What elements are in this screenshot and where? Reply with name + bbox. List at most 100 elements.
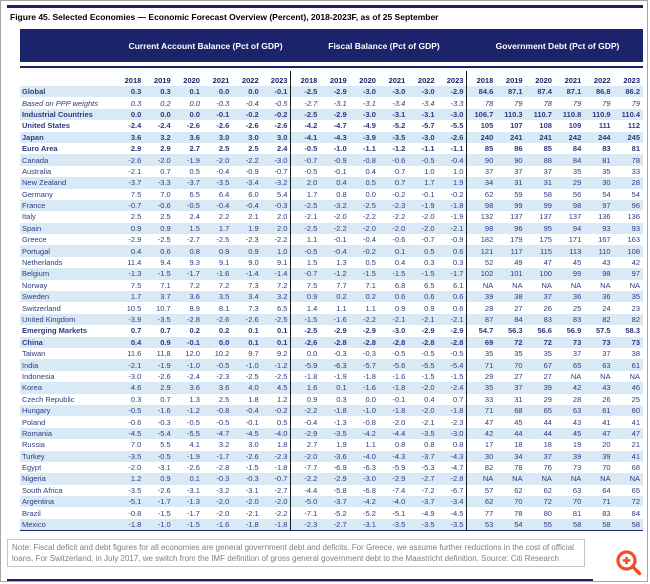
value-cell: 136 [598, 212, 611, 222]
value-cell: 3.0 [218, 132, 230, 142]
value-cell: 7.5 [130, 189, 142, 199]
value-cell: -6.9 [333, 463, 347, 473]
value-cell: -2.0 [216, 497, 230, 507]
value-cell: 179 [510, 235, 523, 245]
value-cell: -1.3 [128, 269, 142, 279]
value-cell: 3.5 [218, 292, 230, 302]
value-cell: 56.9 [566, 326, 582, 336]
value-cell: 132 [466, 211, 497, 223]
value-cell: 33 [466, 393, 497, 405]
country-cell: Japan [22, 132, 44, 142]
value-cell: 84 [631, 508, 640, 518]
value-cell: 28 [572, 394, 582, 404]
value-cell: -2.0 [421, 223, 435, 233]
value-cell: 9.1 [218, 258, 230, 268]
value-cell: -2.0 [157, 155, 171, 165]
country-cell: China [22, 337, 43, 347]
value-cell: -2.3 [216, 371, 230, 381]
value-cell: 58 [543, 189, 552, 199]
group-header-government-debt: Government Debt (Pct of GDP) [495, 40, 620, 51]
value-cell: 2.1 [248, 212, 259, 222]
value-cell: -1.7 [450, 269, 464, 279]
value-cell: -1.4 [274, 269, 288, 279]
zoom-in-button[interactable] [613, 547, 645, 579]
value-cell: 60 [631, 406, 640, 416]
value-cell: 0.1 [394, 246, 406, 256]
value-cell: 0.9 [218, 246, 230, 256]
value-cell: 7.3 [248, 303, 259, 313]
value-cell: -5.2 [392, 121, 406, 131]
value-cell: -3.0 [421, 132, 435, 142]
value-cell: -0.2 [274, 109, 288, 119]
value-cell: 98 [466, 222, 497, 235]
value-cell: 7.5 [130, 280, 142, 290]
group-header-fiscal-balance: Fiscal Balance (Pct of GDP) [328, 40, 440, 51]
value-cell: -1.1 [450, 144, 464, 154]
value-cell: 1.2 [130, 474, 142, 484]
value-cell: -2.1 [421, 315, 435, 324]
value-cell: -0.7 [421, 235, 435, 245]
country-cell: Argentina [22, 497, 55, 507]
value-cell: 9.3 [189, 258, 200, 268]
value-cell: 58 [631, 519, 640, 529]
value-cell: 35 [466, 347, 497, 360]
value-cell: 3.2 [160, 132, 171, 142]
value-cell: -0.8 [363, 417, 376, 427]
table-row: Indonesia -3.0 -2.6 -2.4 -2.3 -2.5 -2.5 -1.8 -1.… [20, 370, 643, 383]
value-cell: 9.7 [248, 349, 259, 359]
value-cell: -1.1 [421, 144, 435, 154]
value-cell: -7.4 [392, 485, 406, 495]
value-cell: 33 [631, 166, 640, 176]
value-cell: 9.1 [277, 258, 288, 268]
table-row: Spain 0.9 0.9 1.5 1.7 1.9 2.0 -2.5 -2.2 -2.0 -2.0 -… [20, 222, 643, 235]
country-cell: Russia [22, 440, 45, 450]
value-cell: 108 [627, 246, 640, 256]
value-cell: 0.2 [336, 292, 347, 302]
value-cell: 37 [514, 383, 523, 393]
value-cell: 35 [543, 349, 552, 359]
value-cell: -4.7 [333, 121, 347, 131]
year-header: 2022 [241, 76, 259, 85]
value-cell: 0.7 [160, 326, 171, 336]
value-cell: 98 [602, 269, 611, 279]
value-cell: -1.5 [392, 269, 406, 279]
value-cell: 0.1 [189, 474, 200, 484]
value-cell: -3.1 [421, 109, 435, 119]
value-cell: 31 [514, 178, 523, 188]
value-cell: -0.4 [450, 155, 464, 165]
value-cell: 1.8 [277, 440, 288, 450]
value-cell: -1.9 [450, 212, 464, 222]
value-cell: 85 [466, 142, 497, 155]
table-row: Mexico -1.8 -1.0 -1.5 -1.6 -1.8 -1.8 -2.3 -2.7 -3… [20, 518, 643, 531]
value-cell: 0.6 [394, 292, 406, 302]
value-cell: 98 [572, 201, 582, 211]
country-cell: Industrial Countries [22, 109, 93, 119]
value-cell: 0.0 [189, 109, 200, 119]
value-cell: -2.7 [333, 519, 347, 529]
value-cell: 90 [514, 155, 523, 165]
value-cell: 0.2 [189, 326, 200, 336]
value-cell: 37 [466, 165, 497, 178]
value-cell: 30 [602, 178, 611, 188]
value-cell: 44 [543, 417, 552, 427]
value-cell: -4.3 [392, 451, 406, 461]
value-cell: 1.1 [365, 303, 376, 313]
value-cell: -6.3 [363, 463, 376, 473]
value-cell: 7.5 [290, 279, 321, 292]
value-cell: 10.5 [126, 303, 142, 313]
value-cell: 41 [631, 451, 640, 461]
value-cell: -4.1 [290, 131, 321, 143]
value-cell: 54 [631, 189, 640, 199]
value-cell: -2.0 [421, 406, 435, 416]
country-cell: Korea [22, 383, 43, 393]
value-cell: 113 [569, 246, 582, 256]
value-cell: 95 [543, 223, 552, 233]
value-cell: 42 [466, 427, 497, 440]
value-cell: 7.2 [218, 280, 230, 290]
value-cell: -2.8 [187, 315, 200, 324]
value-cell: 108 [539, 121, 552, 131]
value-cell: 0.8 [189, 246, 200, 256]
value-cell: 0.6 [453, 303, 464, 313]
value-cell: 68 [514, 406, 523, 416]
value-cell: -0.3 [216, 98, 230, 108]
